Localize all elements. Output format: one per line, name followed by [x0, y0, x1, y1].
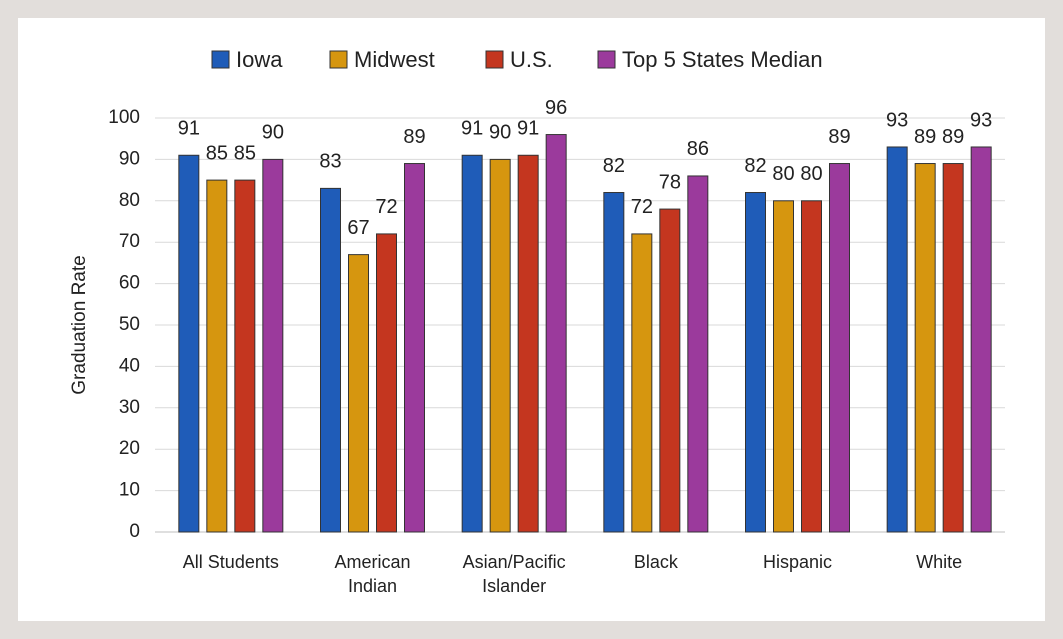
y-tick-label: 20: [119, 438, 140, 459]
y-tick-label: 0: [129, 521, 140, 542]
bar: [234, 179, 256, 533]
bar: [206, 179, 228, 533]
legend-swatch: [211, 50, 230, 69]
y-tick-label: 100: [108, 107, 140, 128]
legend-label: Top 5 States Median: [622, 47, 823, 72]
bar: [489, 158, 511, 533]
bar: [603, 192, 625, 533]
value-label: 89: [942, 126, 964, 148]
bar: [404, 163, 425, 533]
value-label: 90: [489, 122, 511, 144]
y-tick-label: 60: [119, 273, 140, 294]
y-axis-label: Graduation Rate: [69, 255, 90, 394]
x-tick-label: White: [916, 552, 963, 572]
bar: [461, 154, 483, 533]
value-label: 89: [403, 126, 425, 148]
bar: [262, 158, 284, 533]
legend-label: U.S.: [510, 47, 553, 72]
bar: [970, 146, 992, 533]
x-tick-label: All Students: [182, 552, 279, 572]
x-tick-label: Asian/Pacific Islander: [462, 552, 566, 596]
legend-swatch: [597, 50, 616, 69]
bar: [829, 163, 850, 533]
value-label: 85: [206, 142, 228, 164]
value-label: 93: [886, 109, 908, 131]
value-label: 93: [970, 109, 992, 131]
y-tick-label: 90: [119, 148, 140, 169]
bar: [687, 175, 709, 533]
x-tick-label: American Indian: [334, 552, 411, 596]
bar: [517, 154, 539, 533]
bar: [914, 163, 936, 533]
value-label: 90: [262, 122, 284, 144]
value-label: 89: [828, 126, 850, 148]
value-label: 91: [517, 118, 539, 140]
value-label: 67: [347, 217, 369, 239]
y-tick-label: 80: [119, 190, 140, 211]
value-label: 86: [687, 138, 709, 160]
value-label: 78: [659, 171, 681, 193]
value-label: 85: [234, 142, 256, 164]
bar: [320, 187, 341, 533]
value-label: 82: [603, 155, 625, 177]
x-tick-label: Black: [633, 552, 678, 572]
legend-label: Midwest: [354, 47, 435, 72]
y-tick-label: 10: [119, 480, 140, 501]
value-label: 80: [772, 163, 794, 185]
value-label: 91: [461, 118, 483, 140]
value-label: 72: [631, 196, 653, 218]
bar: [545, 134, 567, 533]
y-tick-label: 70: [119, 231, 140, 252]
bar: [801, 200, 822, 533]
legend-label: Iowa: [236, 47, 283, 72]
bar: [348, 254, 369, 533]
bar: [659, 208, 681, 533]
y-tick-label: 30: [119, 397, 140, 418]
value-label: 82: [744, 155, 766, 177]
value-label: 80: [800, 163, 822, 185]
bar: [773, 200, 794, 533]
x-tick-label: Hispanic: [762, 552, 833, 572]
bar: [745, 192, 766, 533]
bar: [942, 163, 964, 533]
bar: [376, 233, 397, 533]
value-label: 72: [375, 196, 397, 218]
y-tick-label: 40: [119, 355, 140, 376]
legend-swatch: [485, 50, 504, 69]
y-tick-label: 50: [119, 314, 140, 335]
value-label: 96: [545, 97, 567, 119]
value-label: 83: [319, 151, 341, 173]
legend-swatch: [329, 50, 348, 69]
bar: [631, 233, 653, 533]
bar: [886, 146, 908, 533]
value-label: 91: [178, 118, 200, 140]
value-label: 89: [914, 126, 936, 148]
bar: [178, 154, 200, 533]
